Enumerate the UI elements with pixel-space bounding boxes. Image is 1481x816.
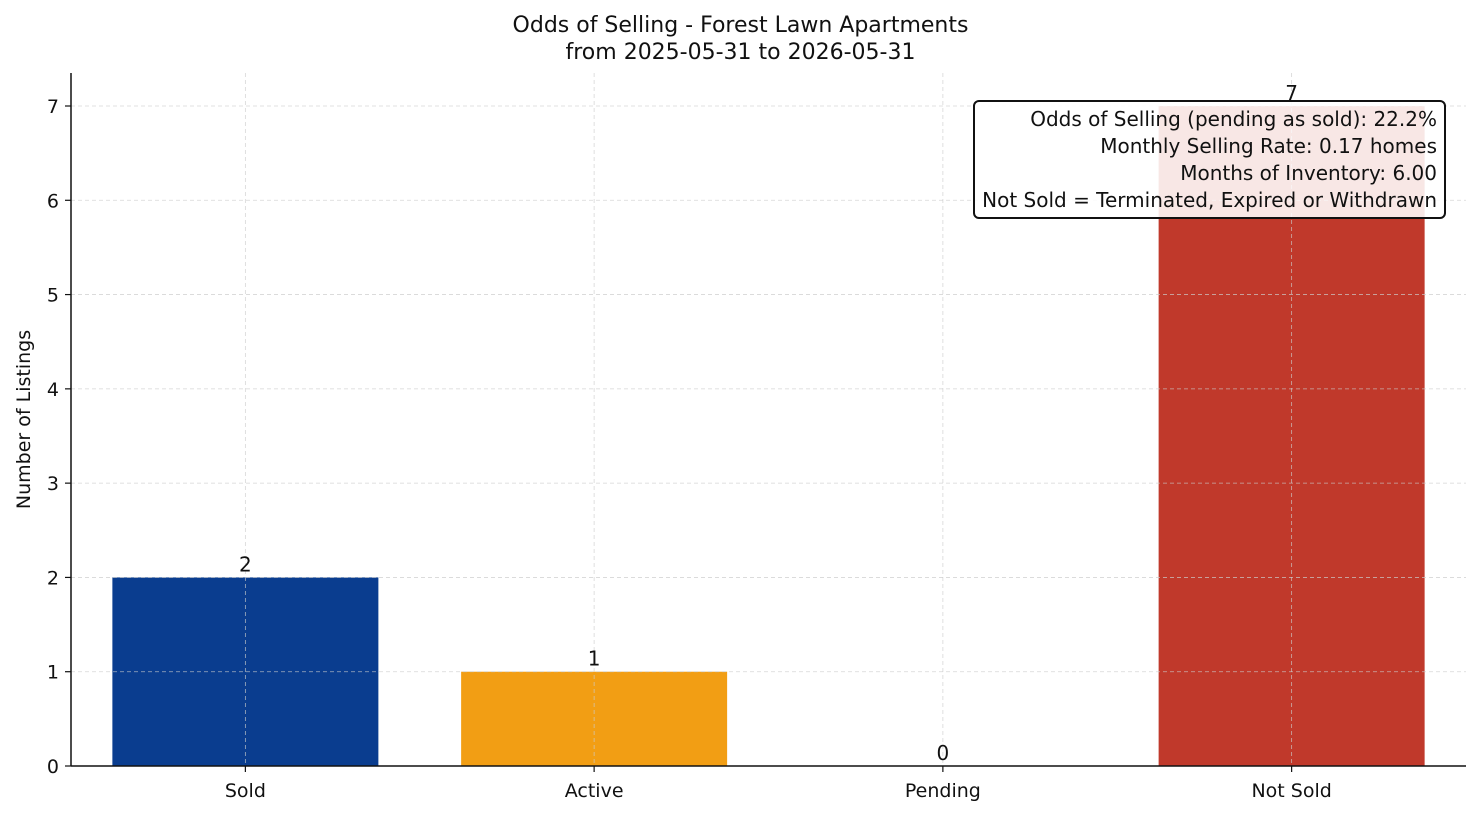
x-tick-label: Active [565,780,624,802]
y-tick-label: 6 [47,190,59,212]
bar-value-label: 0 [937,741,950,765]
y-tick-label: 5 [47,285,59,307]
bar-value-label: 2 [239,552,252,576]
annotation-odds: Odds of Selling (pending as sold): 22.2% [1030,107,1437,131]
y-tick-label: 7 [47,96,59,118]
chart-title-line2: from 2025-05-31 to 2026-05-31 [565,40,916,65]
bar-value-label: 1 [588,647,601,671]
stats-annotation-box: Odds of Selling (pending as sold): 22.2%… [973,100,1446,219]
chart-title-line1: Odds of Selling - Forest Lawn Apartments [512,13,969,38]
annotation-inventory: Months of Inventory: 6.00 [1180,161,1437,185]
y-axis-label: Number of Listings [13,330,35,509]
x-tick-label: Pending [905,780,981,802]
annotation-not-sold-note: Not Sold = Terminated, Expired or Withdr… [982,188,1437,212]
chart-title: Odds of Selling - Forest Lawn Apartments… [0,12,1481,66]
y-tick-label: 1 [47,662,59,684]
x-tick-label: Sold [225,780,266,802]
x-tick-label: Not Sold [1251,780,1331,802]
bar-value-label: 7 [1285,81,1298,105]
y-tick-label: 2 [47,567,59,589]
annotation-selling-rate: Monthly Selling Rate: 0.17 homes [1100,134,1437,158]
y-tick-label: 3 [47,473,59,495]
y-tick-label: 0 [47,756,59,778]
y-tick-label: 4 [47,379,59,401]
